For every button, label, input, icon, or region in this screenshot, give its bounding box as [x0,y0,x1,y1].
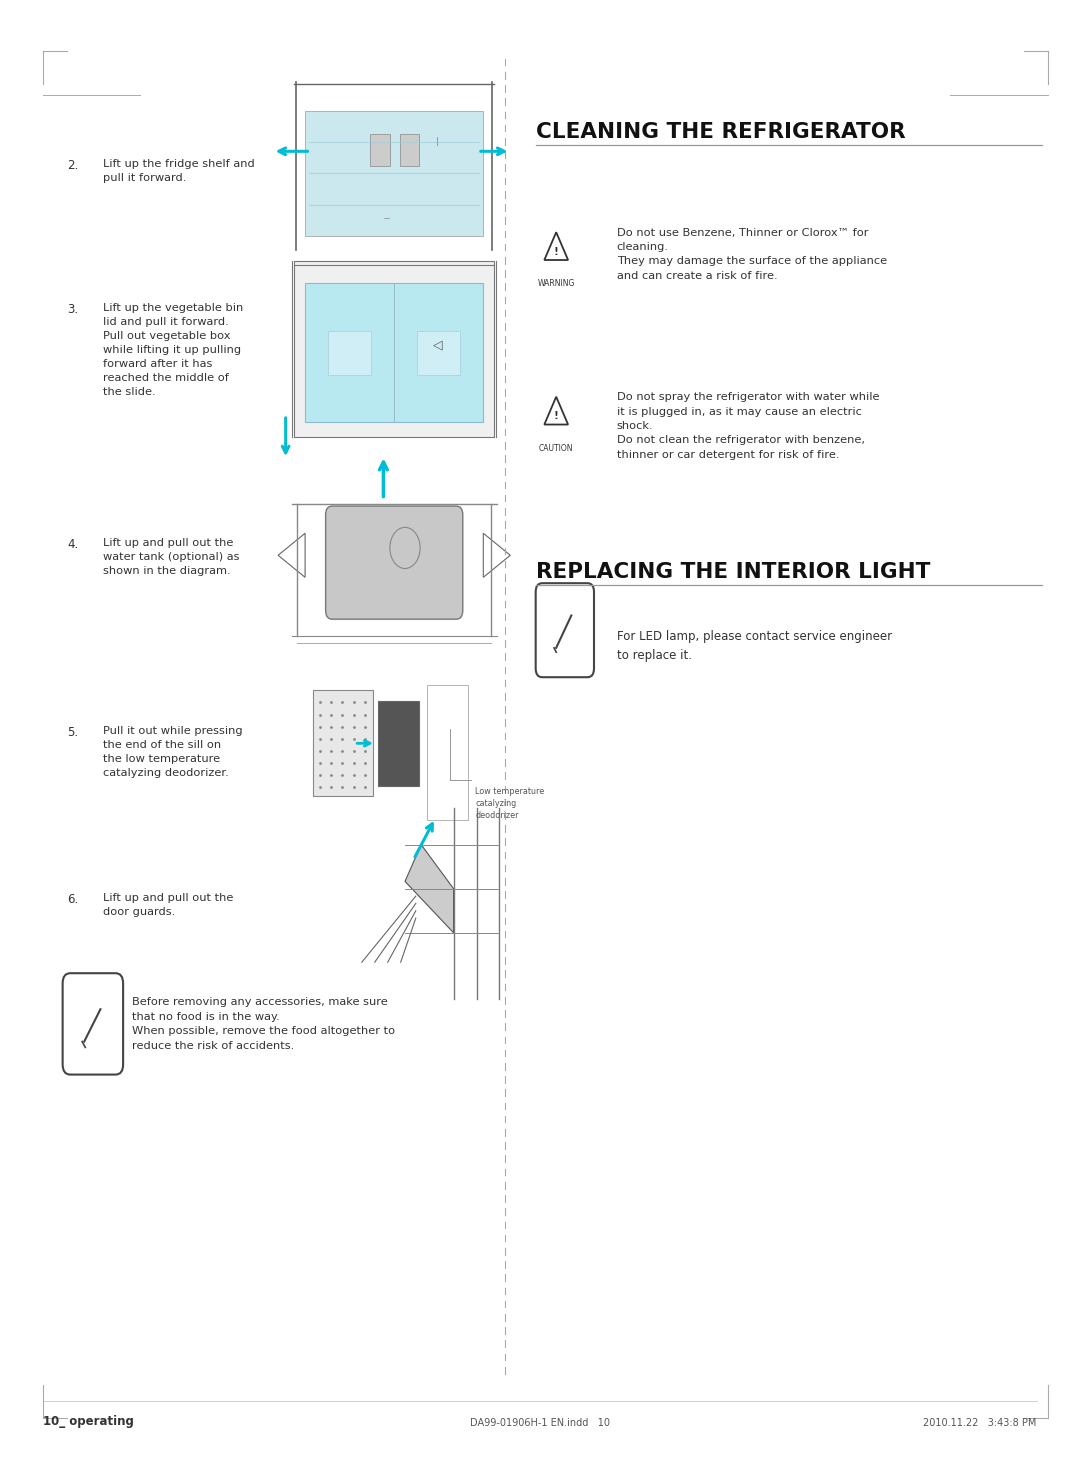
FancyBboxPatch shape [427,685,468,820]
FancyBboxPatch shape [417,331,460,375]
FancyBboxPatch shape [370,134,390,166]
FancyBboxPatch shape [313,690,373,796]
FancyBboxPatch shape [378,701,419,786]
Text: 2.: 2. [67,159,78,172]
Text: DA99-01906H-1 EN.indd   10: DA99-01906H-1 EN.indd 10 [470,1418,610,1428]
Text: |: | [436,137,438,145]
FancyBboxPatch shape [328,331,372,375]
Text: 3.: 3. [67,303,78,316]
FancyBboxPatch shape [326,505,462,620]
FancyBboxPatch shape [294,261,494,438]
Text: Before removing any accessories, make sure
that no food is in the way.
When poss: Before removing any accessories, make su… [132,997,395,1050]
Text: 6.: 6. [67,893,78,906]
Text: Do not use Benzene, Thinner or Clorox™ for
cleaning.
They may damage the surface: Do not use Benzene, Thinner or Clorox™ f… [617,228,887,281]
Text: CAUTION: CAUTION [539,444,573,452]
Text: Lift up the vegetable bin
lid and pull it forward.
Pull out vegetable box
while : Lift up the vegetable bin lid and pull i… [103,303,243,397]
Text: For LED lamp, please contact service engineer
to replace it.: For LED lamp, please contact service eng… [617,630,892,661]
FancyBboxPatch shape [400,134,419,166]
Text: !: ! [554,411,558,422]
Text: 5.: 5. [67,726,78,739]
Polygon shape [405,845,454,933]
FancyBboxPatch shape [305,284,484,423]
Text: CLEANING THE REFRIGERATOR: CLEANING THE REFRIGERATOR [536,122,905,142]
FancyBboxPatch shape [63,974,123,1075]
Text: Lift up and pull out the
water tank (optional) as
shown in the diagram.: Lift up and pull out the water tank (opt… [103,538,239,576]
Text: Low temperature
catalyzing
deodorizer: Low temperature catalyzing deodorizer [475,787,544,820]
Text: Do not spray the refrigerator with water while
it is plugged in, as it may cause: Do not spray the refrigerator with water… [617,392,879,460]
Text: 4.: 4. [67,538,78,551]
Text: !: ! [554,247,558,257]
FancyBboxPatch shape [536,583,594,677]
Text: Pull it out while pressing
the end of the sill on
the low temperature
catalyzing: Pull it out while pressing the end of th… [103,726,242,777]
Text: 10_ operating: 10_ operating [43,1415,134,1428]
Text: WARNING: WARNING [538,279,575,288]
Text: 2010.11.22   3:43:8 PM: 2010.11.22 3:43:8 PM [923,1418,1037,1428]
Text: Lift up and pull out the
door guards.: Lift up and pull out the door guards. [103,893,233,917]
Text: REPLACING THE INTERIOR LIGHT: REPLACING THE INTERIOR LIGHT [536,561,930,582]
Text: Lift up the fridge shelf and
pull it forward.: Lift up the fridge shelf and pull it for… [103,159,255,182]
Text: ◁: ◁ [433,339,442,351]
FancyBboxPatch shape [305,112,484,237]
